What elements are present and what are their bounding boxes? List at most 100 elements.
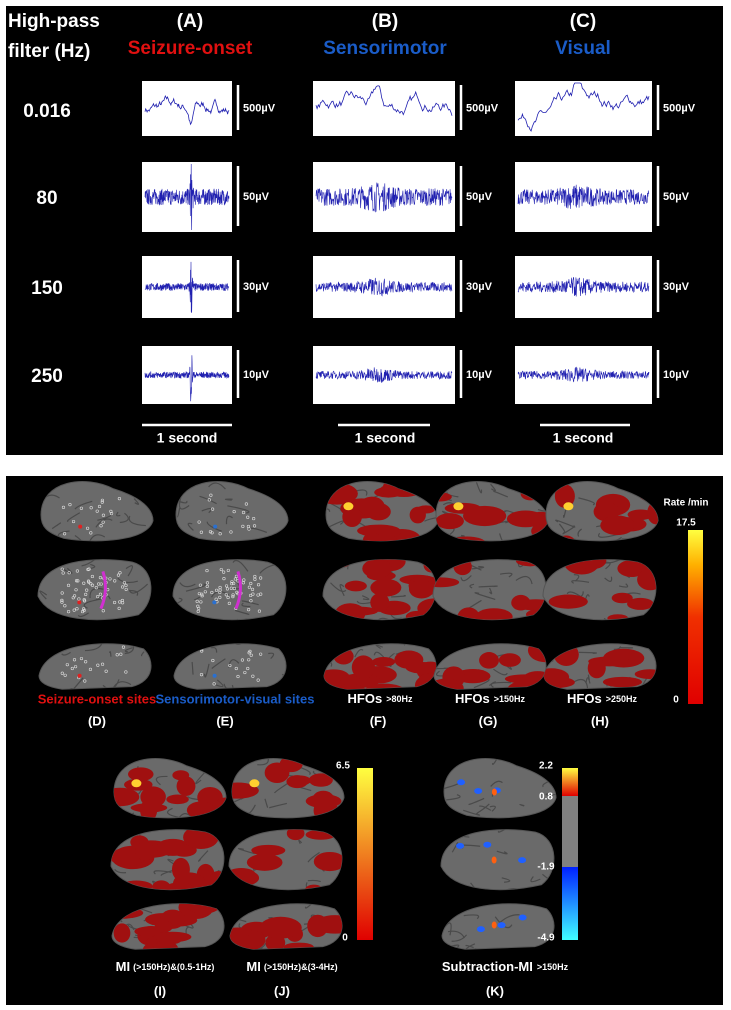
electrode	[256, 583, 261, 587]
sulcus	[269, 802, 288, 809]
activity	[364, 683, 406, 690]
sulcus	[326, 508, 331, 512]
brain	[175, 481, 289, 542]
electrode	[82, 607, 86, 611]
sulcus	[490, 483, 496, 492]
sulcus	[489, 805, 496, 812]
trace-box	[515, 81, 652, 136]
electrode	[210, 531, 214, 535]
activity	[408, 579, 435, 599]
sulcus	[492, 758, 501, 766]
colorbar-title: Rate /min	[663, 498, 708, 509]
activity	[554, 484, 575, 508]
electrode	[109, 509, 113, 513]
electrode	[76, 579, 80, 583]
electrode	[60, 671, 64, 675]
column-letter: (B)	[372, 11, 398, 32]
electrode	[256, 593, 260, 597]
colorbar-tick: 0	[342, 933, 348, 944]
electrode	[253, 574, 257, 579]
electrode	[68, 503, 72, 507]
sulcus	[446, 794, 461, 801]
sulcus	[471, 565, 485, 570]
electrode	[218, 532, 222, 536]
sulcus	[603, 536, 622, 541]
electrode	[247, 658, 251, 662]
sulcus	[81, 559, 100, 567]
activity	[176, 776, 196, 796]
activity	[283, 942, 314, 950]
sulcus	[465, 943, 476, 950]
sulcus	[83, 597, 105, 609]
sulcus	[133, 498, 140, 505]
marker	[234, 570, 242, 610]
scale-label: 500µV	[243, 102, 276, 114]
label-main: HFOs	[455, 691, 490, 706]
sulcus	[61, 651, 71, 656]
sulcus	[499, 572, 513, 578]
activity	[474, 787, 483, 794]
activity	[251, 844, 286, 856]
electrode	[211, 658, 215, 663]
electrode	[252, 516, 256, 521]
electrode	[112, 600, 117, 605]
electrode	[226, 595, 230, 600]
trace	[315, 277, 453, 297]
sulcus	[603, 617, 611, 620]
electrode	[118, 571, 122, 575]
activity	[166, 882, 193, 890]
colorbar-tick: -4.9	[537, 933, 555, 944]
time-label: 1 second	[553, 430, 614, 446]
sulcus	[193, 596, 201, 601]
time-label: 1 second	[355, 430, 416, 446]
electrode	[251, 674, 255, 678]
brain	[38, 643, 152, 690]
sulcus	[530, 876, 541, 883]
colorbar-tick: 0	[673, 695, 679, 706]
sulcus	[211, 658, 226, 669]
electrode	[241, 510, 246, 515]
activity	[362, 559, 392, 579]
sulcus	[618, 583, 629, 588]
electrode	[63, 604, 67, 608]
scale-label: 500µV	[663, 102, 696, 114]
sulcus	[501, 877, 511, 883]
activity	[370, 593, 390, 612]
sulcus	[515, 575, 533, 585]
sulcus	[463, 809, 481, 816]
sulcus	[241, 602, 251, 608]
column-letter: (C)	[570, 11, 596, 32]
electrode	[259, 576, 263, 580]
electrode	[249, 599, 253, 603]
activity	[166, 794, 189, 805]
activity	[617, 559, 646, 578]
electrode	[97, 504, 102, 509]
activity	[113, 923, 131, 943]
electrode	[199, 673, 204, 677]
electrode	[96, 663, 100, 667]
header-line: High-pass	[8, 11, 100, 32]
electrode	[241, 524, 245, 528]
electrode	[99, 524, 103, 528]
sulcus	[361, 595, 370, 601]
sulcus	[77, 612, 89, 618]
scale-label: 500µV	[466, 102, 499, 114]
electrode	[229, 586, 233, 590]
sulcus	[232, 559, 249, 572]
electrode	[84, 660, 88, 664]
sulcus	[201, 507, 213, 514]
site	[213, 524, 218, 529]
sulcus	[217, 866, 224, 874]
trace	[315, 182, 453, 213]
sulcus	[496, 850, 508, 855]
electrode	[79, 656, 84, 661]
sulcus	[493, 668, 508, 676]
hotspot	[131, 779, 142, 788]
electrode	[218, 588, 222, 592]
activity	[140, 786, 166, 808]
activity	[607, 614, 629, 620]
sulcus	[451, 934, 468, 942]
activity	[305, 794, 342, 808]
electrode	[225, 587, 230, 591]
brain-detail	[39, 559, 151, 620]
